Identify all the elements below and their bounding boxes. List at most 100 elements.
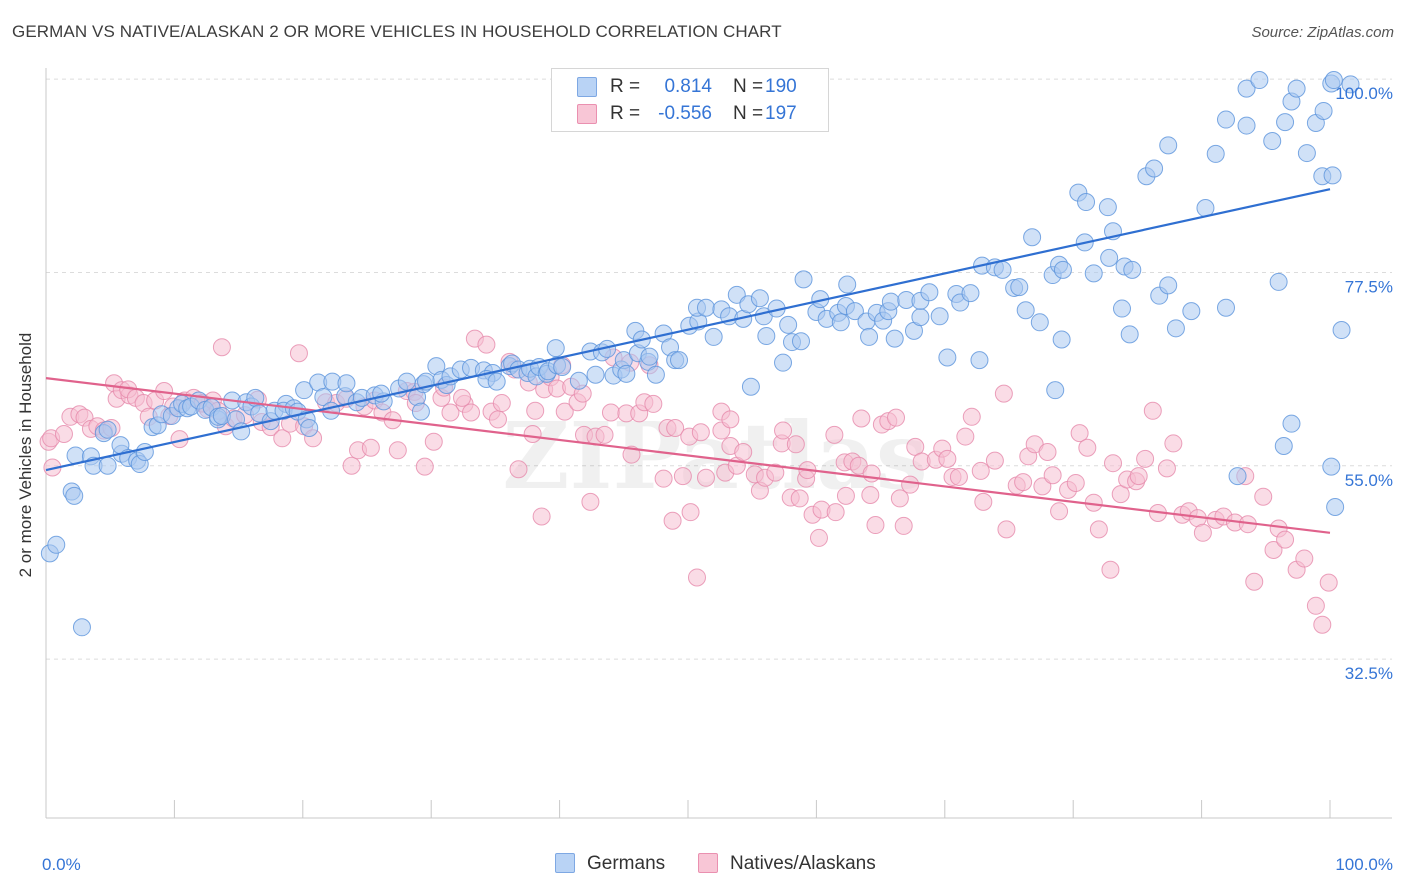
chart-title: GERMAN VS NATIVE/ALASKAN 2 OR MORE VEHIC… [12, 22, 782, 41]
native-n-value: 197 [765, 103, 797, 124]
german-point [791, 332, 810, 351]
native-point [581, 492, 600, 511]
native-point [956, 427, 975, 446]
german-point [1052, 330, 1071, 349]
native-point [663, 511, 682, 530]
native-point [1313, 615, 1332, 634]
y-tick-label: 100.0% [1335, 84, 1393, 103]
native-point [361, 438, 380, 457]
native-point [54, 424, 73, 443]
german-point [1216, 110, 1235, 129]
native-point [1101, 560, 1120, 579]
german-point [1263, 132, 1282, 151]
german-n-label: N = [733, 76, 764, 97]
german-point [774, 353, 793, 372]
native-point [681, 503, 700, 522]
german-point [1098, 198, 1117, 217]
native-point [1295, 549, 1314, 568]
german-point [831, 313, 850, 332]
german-point [779, 315, 798, 334]
german-point [757, 327, 776, 346]
german-point [1332, 321, 1351, 340]
german-point [1274, 437, 1293, 456]
german-point [397, 372, 416, 391]
german-point [1276, 113, 1295, 132]
native-point [852, 409, 871, 428]
german-point [670, 351, 689, 370]
native-trend-line [45, 377, 1331, 534]
german-point [487, 372, 506, 391]
german-point [750, 289, 769, 308]
native-point [1070, 424, 1089, 443]
german-point [98, 420, 117, 439]
german-point [586, 365, 605, 384]
legend-germans-label: Germans [587, 853, 666, 874]
german-point [72, 618, 91, 637]
gridlines [46, 78, 1392, 660]
german-point [1228, 467, 1247, 486]
german-point [1314, 101, 1333, 120]
native-point [691, 423, 710, 442]
german-point [1323, 166, 1342, 185]
german-point [741, 377, 760, 396]
native-point [790, 489, 809, 508]
native-swatch [577, 104, 597, 124]
y-axis-label: 2 or more Vehicles in Household [16, 332, 35, 578]
german-point [1324, 71, 1343, 90]
native-point [666, 418, 685, 437]
legend-germans-swatch [555, 853, 575, 873]
native-point [721, 410, 740, 429]
german-trend-line [45, 188, 1331, 472]
native-point [687, 568, 706, 587]
legend-natives-swatch [698, 853, 718, 873]
german-point [794, 270, 813, 289]
german-point [1341, 75, 1360, 94]
source-credit: Source: ZipAtlas.com [1251, 24, 1394, 41]
german-point [938, 348, 957, 367]
german-point [920, 283, 939, 302]
german-point [314, 388, 333, 407]
german-point [885, 329, 904, 348]
german-point [372, 384, 391, 403]
native-point [1245, 572, 1264, 591]
german-point [1159, 276, 1178, 295]
german-point [569, 371, 588, 390]
german-point [1030, 313, 1049, 332]
german-point [696, 298, 715, 317]
native-stats-row: R = -0.556 N = 197 [552, 101, 828, 127]
native-point [488, 410, 507, 429]
native-point [388, 441, 407, 460]
native-point [994, 384, 1013, 403]
native-point [415, 457, 434, 476]
german-point [1287, 79, 1306, 98]
german-point [1120, 325, 1139, 344]
native-point [532, 507, 551, 526]
native-point [962, 407, 981, 426]
german-point [1123, 260, 1142, 279]
native-point [523, 424, 542, 443]
native-point [1033, 477, 1052, 496]
native-point [462, 403, 481, 422]
german-r-label: R = [610, 76, 641, 97]
native-point [890, 489, 909, 508]
german-point [65, 486, 84, 505]
y-tick-label: 55.0% [1345, 471, 1393, 490]
german-point [1159, 136, 1178, 155]
native-point [1306, 596, 1325, 615]
native-r-value: -0.556 [658, 103, 712, 124]
native-point [949, 467, 968, 486]
native-point [622, 445, 641, 464]
german-point [1269, 272, 1288, 291]
native-point [424, 432, 443, 451]
native-point [938, 449, 957, 468]
german-point [337, 374, 356, 393]
native-point [441, 403, 460, 422]
native-r-label: R = [610, 103, 641, 124]
german-point [704, 327, 723, 346]
german-point [1237, 116, 1256, 135]
native-point [766, 463, 785, 482]
native-point [866, 516, 885, 535]
german-point [1145, 159, 1164, 178]
german-point [546, 339, 565, 358]
